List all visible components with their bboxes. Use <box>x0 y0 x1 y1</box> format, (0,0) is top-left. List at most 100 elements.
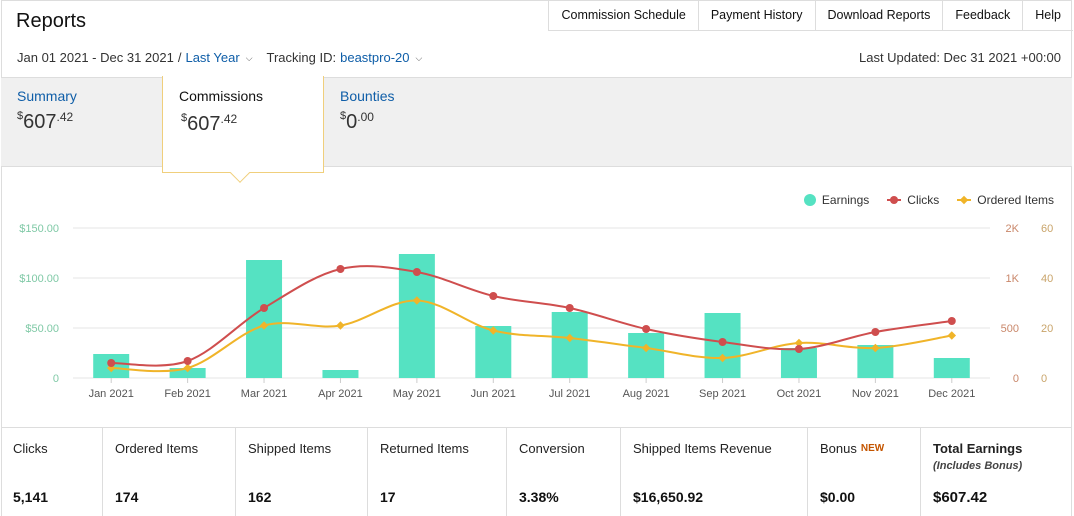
period-dropdown[interactable]: Last Year <box>185 50 240 65</box>
chevron-down-icon[interactable]: ⌵ <box>245 53 253 63</box>
stat-bonus: Bonus NEW $0.00 <box>808 428 921 516</box>
tracking-id-label: Tracking ID: <box>266 50 337 65</box>
x-tick-label: Apr 2021 <box>318 388 363 400</box>
stat-total-earnings: Total Earnings (Includes Bonus) $607.42 <box>921 428 1072 516</box>
ordered-items-point <box>794 338 804 348</box>
ordered-items-point <box>336 321 345 330</box>
clicks-point <box>871 328 880 336</box>
chart-legend: Earnings Clicks Ordered Items <box>786 193 1054 207</box>
stat-clicks: Clicks 5,141 <box>1 428 103 516</box>
chevron-down-icon[interactable]: ⌵ <box>415 53 423 63</box>
y-left-tick-label: $150.00 <box>19 223 59 235</box>
download-reports-button[interactable]: Download Reports <box>816 0 944 30</box>
ordered-items-swatch <box>957 199 972 201</box>
commissions-value: $607.42 <box>181 112 238 135</box>
y-right-clicks-tick-label: 1K <box>1006 273 1020 285</box>
y-right-items-tick-label: 0 <box>1041 373 1047 385</box>
last-updated: Last Updated: Dec 31 2021 +00:00 <box>858 50 1061 65</box>
earnings-bar <box>551 312 588 378</box>
bounties-value: $0.00 <box>340 110 374 133</box>
stat-shipped-items: Shipped Items 162 <box>236 428 368 516</box>
summary-value: $607.42 <box>17 110 74 133</box>
legend-clicks-label: Clicks <box>907 193 940 207</box>
earnings-swatch <box>803 194 816 206</box>
date-range: Jan 01 2021 - Dec 31 2021 <box>17 50 174 65</box>
clicks-point <box>107 359 116 367</box>
y-left-tick-label: $50.00 <box>25 323 59 335</box>
tab-bounties[interactable]: Bounties $0.00 <box>340 88 394 134</box>
tab-summary-label[interactable]: Summary <box>17 88 77 104</box>
stat-value: 17 <box>380 489 396 505</box>
legend-earnings[interactable]: Earnings <box>803 193 869 207</box>
clicks-point <box>718 338 727 346</box>
legend-ordered-items-label: Ordered Items <box>977 193 1054 207</box>
stat-label: Bonus NEW <box>820 441 885 456</box>
clicks-point <box>947 317 956 325</box>
tab-commissions-label[interactable]: Commissions <box>179 88 264 104</box>
stat-returned-items: Returned Items 17 <box>368 428 507 516</box>
x-tick-label: Feb 2021 <box>164 388 210 400</box>
y-right-items-tick-label: 60 <box>1041 223 1053 235</box>
stat-value: $16,650.92 <box>633 489 704 505</box>
tab-bounties-label[interactable]: Bounties <box>340 88 395 104</box>
payment-history-button[interactable]: Payment History <box>699 0 816 30</box>
tracking-id-dropdown[interactable]: beastpro-20 <box>340 50 410 65</box>
x-tick-label: Dec 2021 <box>928 388 975 400</box>
clicks-point <box>336 265 345 273</box>
clicks-point <box>183 357 192 365</box>
clicks-line <box>111 265 952 367</box>
new-badge: NEW <box>860 443 885 454</box>
y-right-clicks-tick-label: 2K <box>1006 223 1020 235</box>
stat-label: Shipped Items <box>248 441 332 456</box>
tab-commissions[interactable]: Commissions $607.42 <box>162 76 324 173</box>
earnings-bar <box>628 333 665 378</box>
stat-shipped-revenue: Shipped Items Revenue $16,650.92 <box>621 428 808 516</box>
y-right-clicks-tick-label: 0 <box>1013 373 1019 385</box>
stat-label: Shipped Items Revenue <box>633 441 772 456</box>
y-right-clicks-tick-label: 500 <box>1001 323 1019 335</box>
stat-value: 3.38% <box>519 489 559 505</box>
ordered-items-point <box>412 296 422 305</box>
clicks-point <box>489 292 498 300</box>
clicks-point <box>565 304 574 312</box>
stat-label: Clicks <box>13 441 48 456</box>
clicks-swatch <box>887 196 902 204</box>
ordered-items-point <box>871 343 880 353</box>
stat-value: 162 <box>248 489 272 505</box>
ordered-items-point <box>259 321 269 330</box>
stat-conversion: Conversion 3.38% <box>507 428 621 516</box>
commission-schedule-button[interactable]: Commission Schedule <box>549 0 699 30</box>
legend-clicks[interactable]: Clicks <box>887 193 939 207</box>
clicks-point <box>260 304 269 312</box>
x-tick-label: Jul 2021 <box>549 388 591 400</box>
y-right-items-tick-label: 40 <box>1041 273 1053 285</box>
x-tick-label: Aug 2021 <box>623 388 670 400</box>
legend-ordered-items[interactable]: Ordered Items <box>957 193 1054 207</box>
x-tick-label: May 2021 <box>393 388 441 400</box>
help-button[interactable]: Help <box>1035 8 1061 22</box>
earnings-bar <box>246 260 283 378</box>
ordered-items-point <box>947 331 957 340</box>
earnings-bar <box>169 368 206 378</box>
stat-sublabel: (Includes Bonus) <box>933 460 1023 472</box>
stat-value: 5,141 <box>13 489 49 505</box>
ordered-items-point <box>183 363 192 373</box>
stat-ordered-items: Ordered Items 174 <box>103 428 236 516</box>
stat-value: $607.42 <box>933 489 988 506</box>
report-filters: Jan 01 2021 - Dec 31 2021 / Last Year ⌵ … <box>17 50 436 65</box>
y-left-tick-label: 0 <box>53 373 59 385</box>
earnings-chart: 0 0 0 $50.00 500 20 $100.00 1K 40 $150.00 2K 60 Jan … <box>19 223 1053 400</box>
top-nav: Commission Schedule Payment History Down… <box>548 0 1073 31</box>
stat-label: Total Earnings <box>933 441 1023 456</box>
ordered-items-line <box>111 299 952 373</box>
tab-summary[interactable]: Summary $607.42 <box>17 88 77 134</box>
stat-label: Conversion <box>519 441 585 456</box>
feedback-button[interactable]: Feedback <box>943 0 1024 30</box>
page-title: Reports <box>16 10 87 32</box>
earnings-bar <box>322 370 359 378</box>
y-left-tick-label: $100.00 <box>19 273 59 285</box>
clicks-point <box>412 268 421 276</box>
stat-label: Ordered Items <box>115 441 199 456</box>
stats-row: Clicks 5,141 Ordered Items 174 Shipped I… <box>1 427 1072 516</box>
ordered-items-point <box>718 353 727 363</box>
